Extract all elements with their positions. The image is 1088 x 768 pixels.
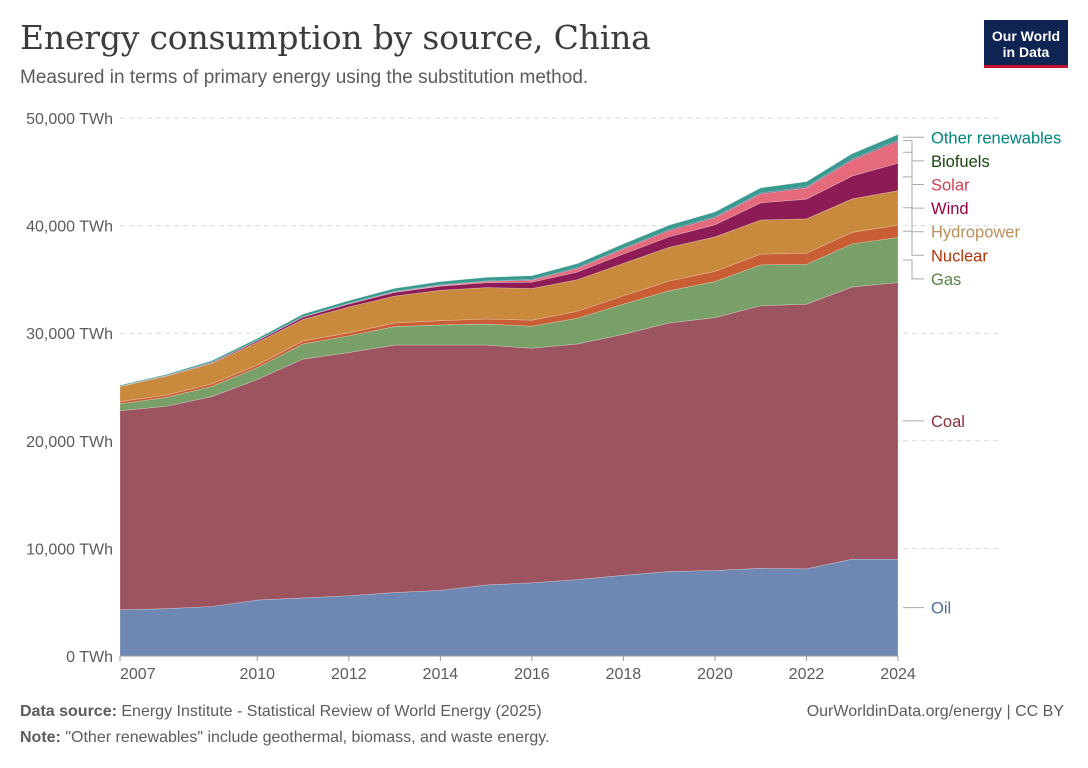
y-tick-label: 20,000 TWh (26, 434, 113, 451)
legend-connector (903, 207, 924, 233)
legend-label-gas: Gas (931, 271, 961, 289)
y-tick-label: 0 TWh (66, 649, 113, 666)
data-source: Data source: Energy Institute - Statisti… (20, 703, 542, 721)
legend-label-coal: Coal (931, 413, 965, 431)
legend-connector (903, 140, 924, 162)
y-tick-label: 30,000 TWh (26, 326, 113, 343)
x-tick-label: 2022 (789, 666, 825, 683)
x-tick-label: 2018 (606, 666, 642, 683)
legend-connector (903, 176, 924, 209)
x-tick-label: 2016 (514, 666, 550, 683)
x-tick-label: 2010 (239, 666, 275, 683)
chart-title: Energy consumption by source, China (20, 18, 651, 57)
legend-label-solar: Solar (931, 176, 970, 194)
legend-connector (903, 230, 924, 256)
x-tick-label: 2012 (331, 666, 367, 683)
x-tick-label: 2020 (697, 666, 733, 683)
owid-logo[interactable]: Our World in Data (984, 20, 1068, 68)
logo-line-2: in Data (1002, 44, 1050, 60)
chart-subtitle: Measured in terms of primary energy usin… (20, 67, 589, 88)
legend-connector (903, 151, 924, 185)
x-tick-label: 2024 (880, 666, 916, 683)
legend-connector (903, 259, 924, 280)
y-tick-label: 50,000 TWh (26, 111, 113, 128)
y-tick-label: 40,000 TWh (26, 219, 113, 236)
data-source-text: Energy Institute - Statistical Review of… (121, 703, 542, 720)
x-tick-label: 2014 (423, 666, 459, 683)
legend-label-wind: Wind (931, 200, 969, 218)
y-tick-label: 10,000 TWh (26, 541, 113, 558)
legend-label-hydropower: Hydropower (931, 224, 1020, 242)
stacked-area-chart: 0 TWh 10,000 TWh 20,000 TWh 30,000 TWh 40,00… (26, 111, 1061, 683)
legend-label-oil: Oil (931, 600, 951, 618)
legend-label-nuclear: Nuclear (931, 247, 988, 265)
note: Note: "Other renewables" include geother… (20, 729, 550, 747)
logo-line-1: Our World (991, 28, 1061, 44)
data-source-label: Data source: (20, 703, 117, 720)
legend-label-other-renewables: Other renewables (931, 129, 1061, 147)
legend-label-biofuels: Biofuels (931, 153, 990, 171)
x-tick-label: 2007 (120, 666, 156, 683)
note-text: "Other renewables" include geothermal, b… (65, 729, 550, 746)
area-other-renewables (119, 134, 899, 387)
note-label: Note: (20, 729, 61, 746)
credit-link[interactable]: OurWorldinData.org/energy | CC BY (806, 703, 1064, 720)
